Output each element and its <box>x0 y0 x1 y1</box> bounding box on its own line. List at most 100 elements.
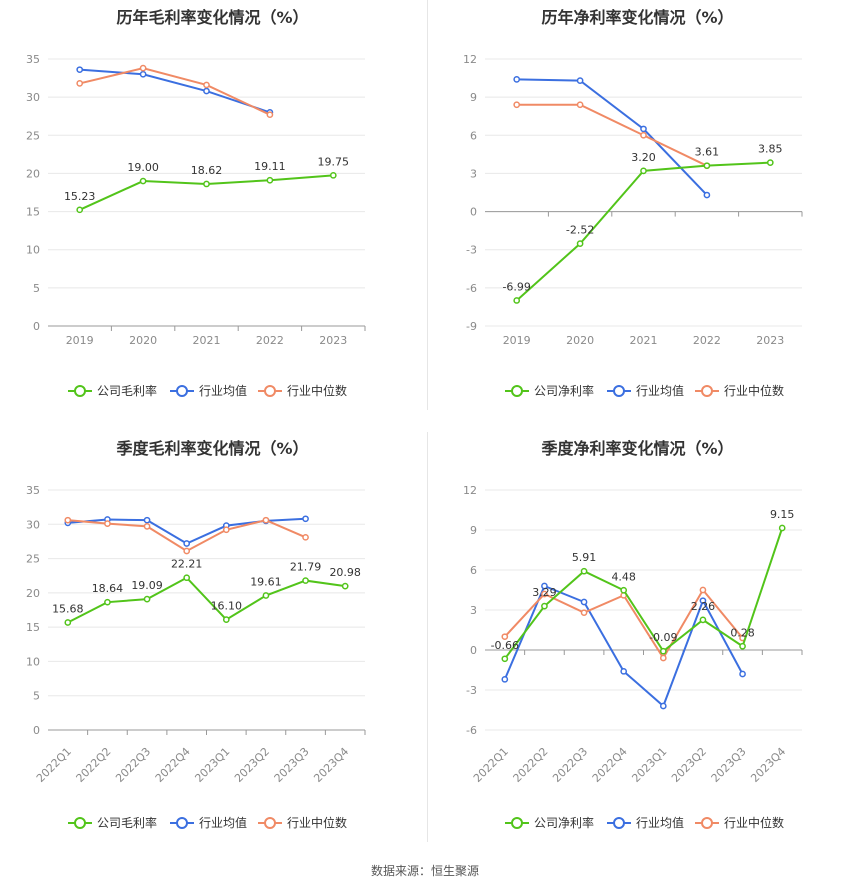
legend-label[interactable]: 行业均值 <box>636 383 684 398</box>
y-tick-label: 9 <box>470 91 477 104</box>
legend-label[interactable]: 行业中位数 <box>287 383 347 398</box>
data-label: -0.66 <box>491 639 519 652</box>
data-point <box>541 582 548 590</box>
data-label: 19.09 <box>131 579 163 592</box>
y-tick-label: 5 <box>33 282 40 295</box>
y-tick-label: 6 <box>470 129 477 142</box>
y-tick-label: 5 <box>33 690 40 703</box>
data-label: 18.64 <box>92 582 124 595</box>
data-point <box>143 516 151 524</box>
x-tick-label: 2022Q4 <box>590 745 630 785</box>
data-point <box>64 516 72 524</box>
x-tick-label: 2023Q4 <box>311 745 351 785</box>
x-tick-label: 2022Q4 <box>153 745 193 785</box>
data-point <box>139 64 147 72</box>
legend-marker-icon[interactable] <box>701 817 713 829</box>
legend-marker-icon[interactable] <box>264 817 276 829</box>
data-point <box>640 131 647 139</box>
data-label: 22.21 <box>171 558 203 571</box>
y-tick-label: 0 <box>470 206 477 219</box>
data-point <box>76 66 84 74</box>
legend-marker-icon[interactable] <box>511 817 523 829</box>
x-tick-label: 2022 <box>693 334 721 347</box>
y-tick-label: 15 <box>26 621 40 634</box>
data-label: 19.00 <box>127 161 159 174</box>
data-point <box>576 77 584 84</box>
chart-title-quarterly-net: 季度净利率变化情况（%） <box>541 439 734 458</box>
legend-label[interactable]: 行业中位数 <box>287 815 347 830</box>
legend-label[interactable]: 行业中位数 <box>724 815 784 830</box>
x-tick-label: 2022Q2 <box>510 745 550 785</box>
data-point <box>739 642 746 650</box>
x-tick-label: 2020 <box>129 334 157 347</box>
legend-label[interactable]: 行业均值 <box>636 815 684 830</box>
x-tick-label: 2021 <box>630 334 658 347</box>
legend-label[interactable]: 行业中位数 <box>724 383 784 398</box>
data-point <box>739 670 746 678</box>
y-tick-label: 12 <box>463 484 477 497</box>
data-point <box>222 616 230 623</box>
data-point <box>541 602 548 610</box>
legend-label[interactable]: 公司净利率 <box>534 383 594 398</box>
data-label: -2.52 <box>566 224 594 237</box>
x-tick-label: 2023Q3 <box>709 745 749 785</box>
x-tick-label: 2023Q1 <box>629 745 669 785</box>
y-tick-label: 20 <box>26 167 40 180</box>
data-label: 19.61 <box>250 576 282 589</box>
data-point <box>576 240 584 247</box>
legend-marker-icon[interactable] <box>511 385 523 397</box>
y-tick-label: -3 <box>466 244 477 257</box>
legend-label[interactable]: 行业均值 <box>199 383 247 398</box>
data-point <box>341 582 349 590</box>
data-point <box>580 567 588 575</box>
x-tick-label: 2021 <box>193 334 221 347</box>
data-point <box>143 595 151 603</box>
data-point <box>703 191 711 199</box>
legend-marker-icon[interactable] <box>176 385 188 397</box>
legend-marker-icon[interactable] <box>74 385 86 397</box>
y-tick-label: 6 <box>470 564 477 577</box>
data-point <box>203 81 210 89</box>
data-source-note: 数据来源：恒生聚源 <box>370 864 479 878</box>
data-point <box>513 75 521 83</box>
data-point <box>183 540 191 547</box>
data-point <box>222 526 230 534</box>
x-tick-label: 2022Q3 <box>550 745 590 785</box>
data-label: 20.98 <box>329 566 361 579</box>
data-label: 19.11 <box>254 160 286 173</box>
data-label: -6.99 <box>502 280 530 293</box>
legend-label[interactable]: 公司净利率 <box>534 815 594 830</box>
legend-marker-icon[interactable] <box>613 817 625 829</box>
y-tick-label: 30 <box>26 91 40 104</box>
x-tick-label: 2020 <box>566 334 594 347</box>
legend-marker-icon[interactable] <box>264 385 276 397</box>
x-tick-label: 2022 <box>256 334 284 347</box>
data-label: 18.62 <box>191 164 223 177</box>
series-line-0 <box>79 174 334 211</box>
y-tick-label: 9 <box>470 524 477 537</box>
data-label: -0.09 <box>649 631 677 644</box>
y-tick-label: 25 <box>26 129 40 142</box>
y-tick-label: 35 <box>26 484 40 497</box>
legend-marker-icon[interactable] <box>701 385 713 397</box>
x-tick-label: 2023Q2 <box>669 745 709 785</box>
data-label: 15.23 <box>64 190 96 203</box>
annual-net-margin-chart: -9 -6 -3 0 3 6 9 12 2019 2020 2021 2022 2023 -6.99 -2.… <box>463 53 803 398</box>
legend-marker-icon[interactable] <box>613 385 625 397</box>
legend-marker-icon[interactable] <box>176 817 188 829</box>
data-point <box>302 577 309 584</box>
y-tick-label: 12 <box>463 53 477 66</box>
x-tick-label: 2023 <box>319 334 347 347</box>
data-point <box>620 586 628 594</box>
data-point <box>203 180 210 188</box>
legend-label[interactable]: 公司毛利率 <box>97 383 157 398</box>
data-point <box>541 590 548 598</box>
legend-label[interactable]: 行业均值 <box>199 815 247 830</box>
quarterly-net-margin-chart: -6 -3 0 3 6 9 12 2022Q1 2022Q2 2022Q3 2022Q4 2023Q1… <box>463 484 803 830</box>
data-point <box>76 206 84 214</box>
legend-label[interactable]: 公司毛利率 <box>97 815 157 830</box>
data-point <box>501 675 509 683</box>
legend-marker-icon[interactable] <box>74 817 86 829</box>
data-point <box>580 609 588 617</box>
